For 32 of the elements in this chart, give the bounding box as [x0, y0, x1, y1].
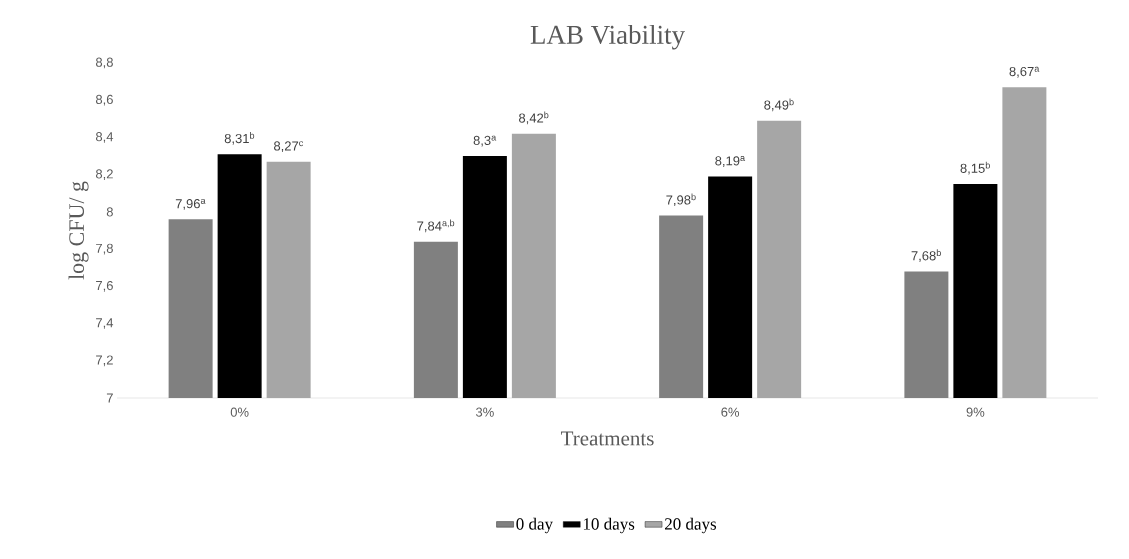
legend-label: 20 days	[665, 517, 717, 534]
data-label: 7,84$^{a,b}$	[417, 219, 455, 233]
data-label: 8,27$^{c}$	[274, 141, 304, 153]
data-label: 7,68$^{b}$	[911, 249, 941, 262]
x-tick-label: 0%	[230, 407, 249, 417]
data-label: 8,42$^{b}$	[519, 111, 549, 125]
y-tick-label: 7,2	[96, 355, 113, 367]
legend-label: 0 day	[516, 517, 553, 534]
data-label: 8,15$^{b}$	[960, 161, 990, 175]
y-tick-label: 8,4	[95, 132, 114, 143]
data-label: 7,96$^{a}$	[175, 198, 206, 210]
y-tick-label: 7,8	[96, 243, 113, 255]
y-tick-label: 7,4	[96, 318, 114, 329]
y-tick-label: 8,2	[95, 169, 113, 181]
x-axis-title: Treatments	[561, 431, 654, 446]
chart-title: LAB Viability	[530, 24, 685, 50]
data-label: 8,19$^{a}$	[715, 156, 746, 167]
data-label: 8,67$^{a}$	[1009, 66, 1040, 78]
y-tick-label: 8	[106, 207, 113, 217]
legend-label: 10 days	[583, 517, 635, 534]
y-tick-label: 7,6	[96, 280, 113, 292]
x-tick-label: 3%	[475, 407, 494, 417]
data-label: 7,98$^{b}$	[666, 193, 696, 207]
y-tick-label: 7	[106, 393, 113, 403]
x-tick-label: 9%	[966, 407, 985, 417]
data-label: 8,31$^{b}$	[224, 132, 255, 145]
y-axis-title: log CFU/ g	[68, 181, 89, 280]
y-tick-label: 8,8	[95, 57, 113, 69]
x-tick-label: 6%	[721, 407, 740, 417]
data-label: 8,49$^{b}$	[764, 98, 794, 112]
data-label: 8,3$^{a}$	[473, 135, 497, 147]
y-tick-label: 8,6	[95, 94, 113, 106]
